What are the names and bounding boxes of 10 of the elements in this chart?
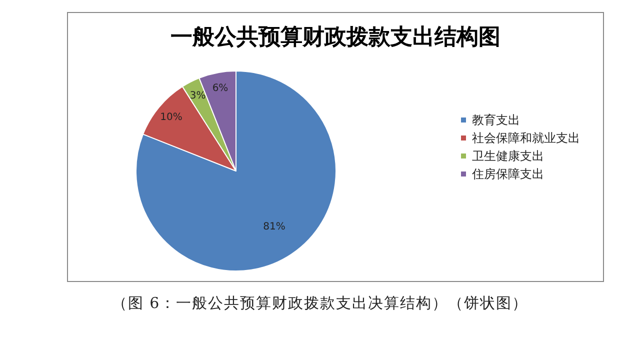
- legend-label: 教育支出: [472, 113, 520, 127]
- legend-label: 社会保障和就业支出: [472, 131, 580, 145]
- data-label: 3%: [190, 90, 206, 102]
- legend-label: 住房保障支出: [471, 167, 544, 181]
- data-label: 81%: [263, 222, 286, 233]
- legend-label: 卫生健康支出: [472, 149, 544, 163]
- data-label: 10%: [160, 112, 182, 123]
- text: （图 6：一般公共预算财政拨款支出决算结构）（饼状图）: [110, 294, 530, 313]
- chart-title: 一般公共预算财政拨款支出结构图: [170, 24, 500, 50]
- data-label: 6%: [212, 82, 228, 94]
